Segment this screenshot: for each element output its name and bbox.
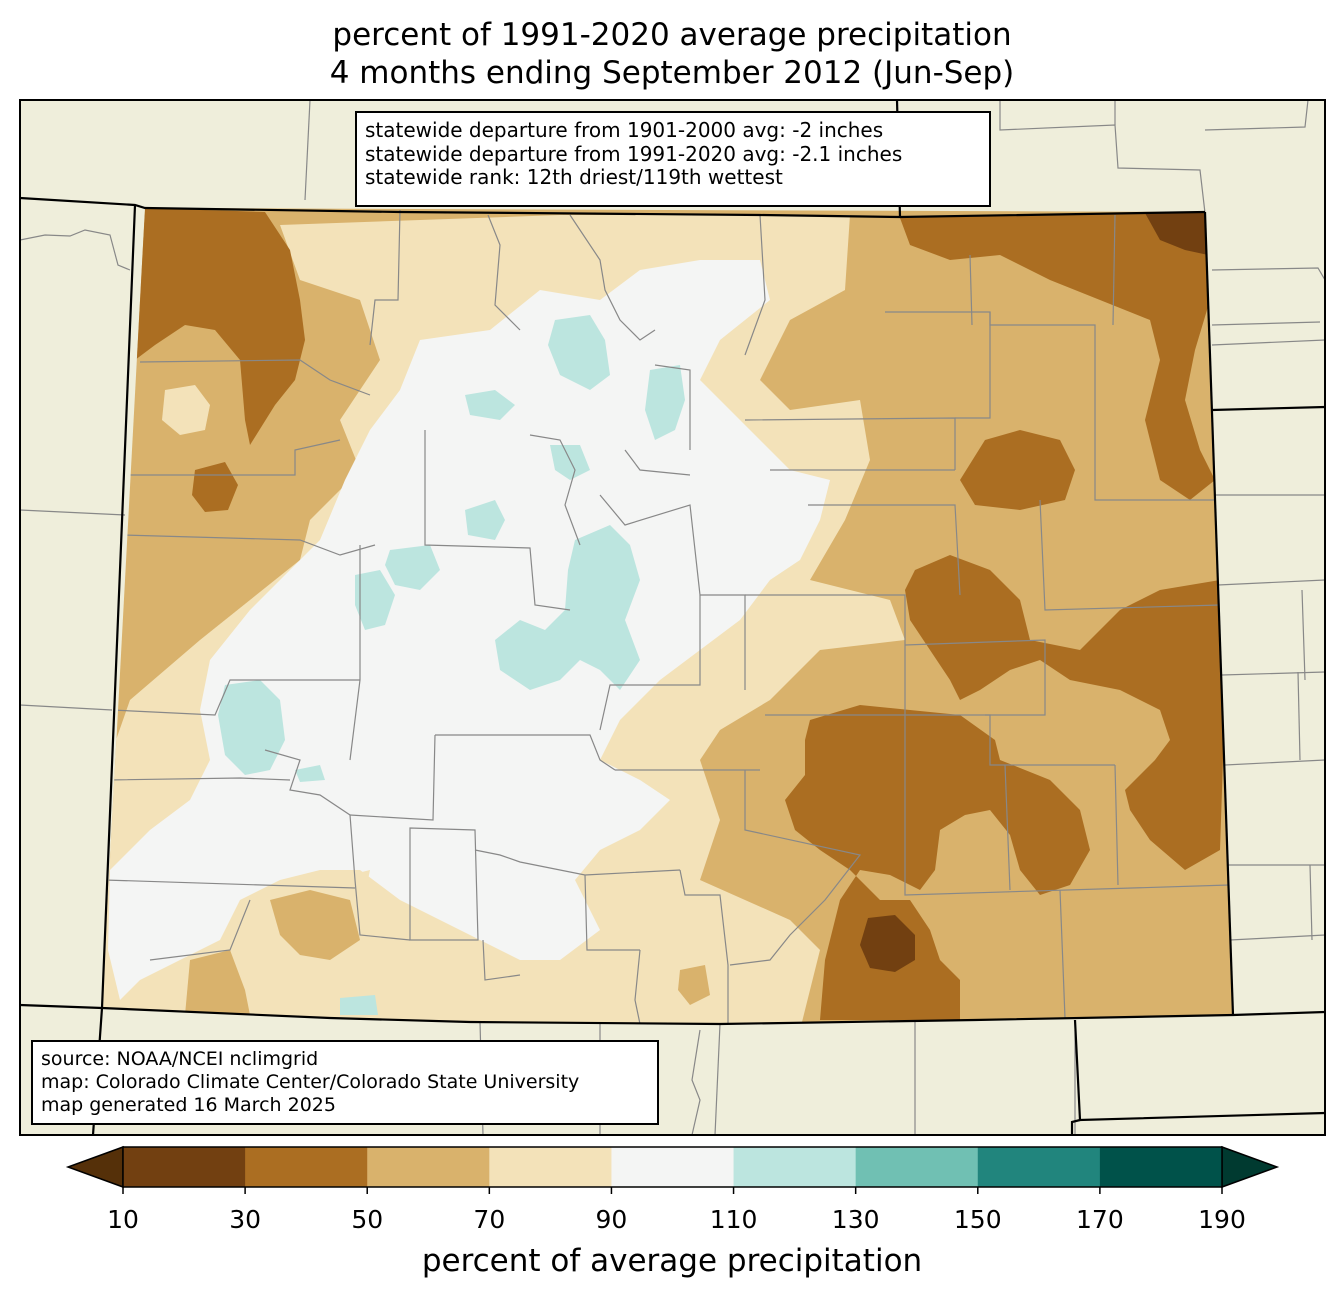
precipitation-shading (102, 208, 1233, 1024)
stats-line-1: statewide departure from 1901-2000 avg: … (365, 118, 884, 142)
statewide-stats-box: statewide departure from 1901-2000 avg: … (355, 111, 991, 207)
stats-line-3: statewide rank: 12th driest/119th wettes… (365, 165, 783, 189)
source-credits-box: source: NOAA/NCEI nclimgrid map: Colorad… (31, 1040, 659, 1125)
colorbar-tick-label: 130 (831, 1205, 880, 1234)
stats-line-2: statewide departure from 1991-2020 avg: … (365, 141, 903, 166)
credits-line-1: source: NOAA/NCEI nclimgrid (41, 1048, 319, 1070)
map-border (19, 99, 1326, 1136)
colorbar-tick-label: 30 (229, 1205, 262, 1234)
colorbar-tick-label: 150 (953, 1205, 1002, 1234)
colorbar-tick-label: 10 (107, 1205, 139, 1234)
colorbar-tick-label: 90 (595, 1205, 628, 1234)
credits-line-2: map: Colorado Climate Center/Colorado St… (41, 1071, 580, 1093)
neighbor-county-lines (20, 100, 1325, 1135)
credits-line-3: map generated 16 March 2025 (41, 1094, 336, 1116)
colorbar-label: percent of average precipitation (421, 1243, 923, 1279)
map-title-line1: percent of 1991-2020 average precipitati… (332, 17, 1012, 53)
map-title-line2: 4 months ending September 2012 (Jun-Sep) (329, 55, 1015, 91)
state-borders (20, 100, 1325, 1135)
colorado-county-lines (104, 209, 1231, 1024)
colorbar-tick-label: 70 (473, 1205, 506, 1234)
colorbar-tick-label: 190 (1198, 1205, 1246, 1234)
colorbar-tick-label: 110 (709, 1205, 758, 1234)
colorbar-tick-label: 170 (1076, 1205, 1124, 1234)
colorbar-tick-label: 50 (351, 1205, 384, 1234)
